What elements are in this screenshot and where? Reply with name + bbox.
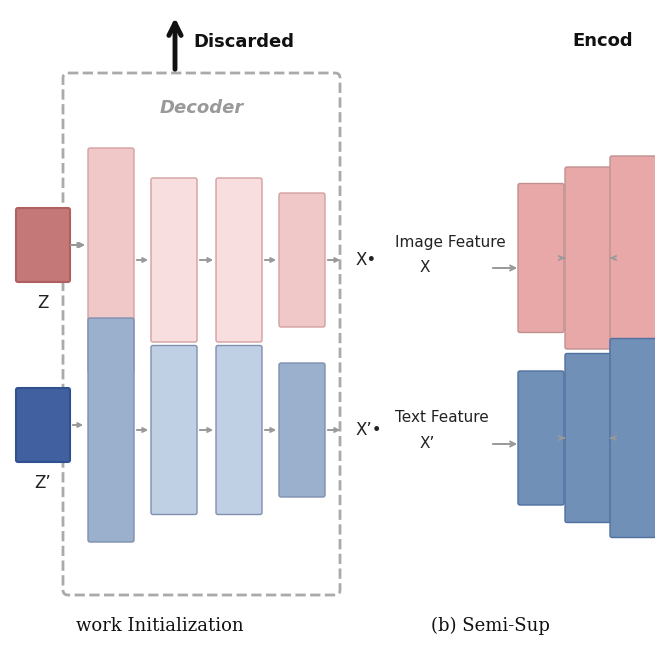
FancyBboxPatch shape [279,363,325,497]
Text: Text Feature: Text Feature [395,411,489,426]
Text: Decoder: Decoder [159,99,244,117]
Text: Z’: Z’ [35,474,51,492]
FancyBboxPatch shape [88,148,134,372]
FancyBboxPatch shape [565,354,611,523]
FancyBboxPatch shape [610,156,655,360]
Text: Z: Z [37,294,48,312]
Text: X: X [420,261,430,276]
FancyBboxPatch shape [216,345,262,514]
FancyBboxPatch shape [216,178,262,342]
FancyBboxPatch shape [16,208,70,282]
FancyBboxPatch shape [279,193,325,327]
FancyBboxPatch shape [151,178,197,342]
Text: X•: X• [355,251,376,269]
Text: Image Feature: Image Feature [395,234,506,250]
FancyBboxPatch shape [16,388,70,462]
Text: X’•: X’• [355,421,382,439]
Text: X’: X’ [420,436,436,451]
FancyBboxPatch shape [151,345,197,514]
FancyBboxPatch shape [88,318,134,542]
Text: Discarded: Discarded [193,33,294,51]
Text: Encod: Encod [572,32,633,50]
FancyBboxPatch shape [518,371,564,505]
FancyBboxPatch shape [63,73,340,595]
Text: (b) Semi-Sup: (b) Semi-Sup [430,617,550,635]
Text: work Initialization: work Initialization [76,617,244,635]
FancyBboxPatch shape [518,183,564,333]
FancyBboxPatch shape [610,339,655,538]
FancyBboxPatch shape [565,167,611,349]
